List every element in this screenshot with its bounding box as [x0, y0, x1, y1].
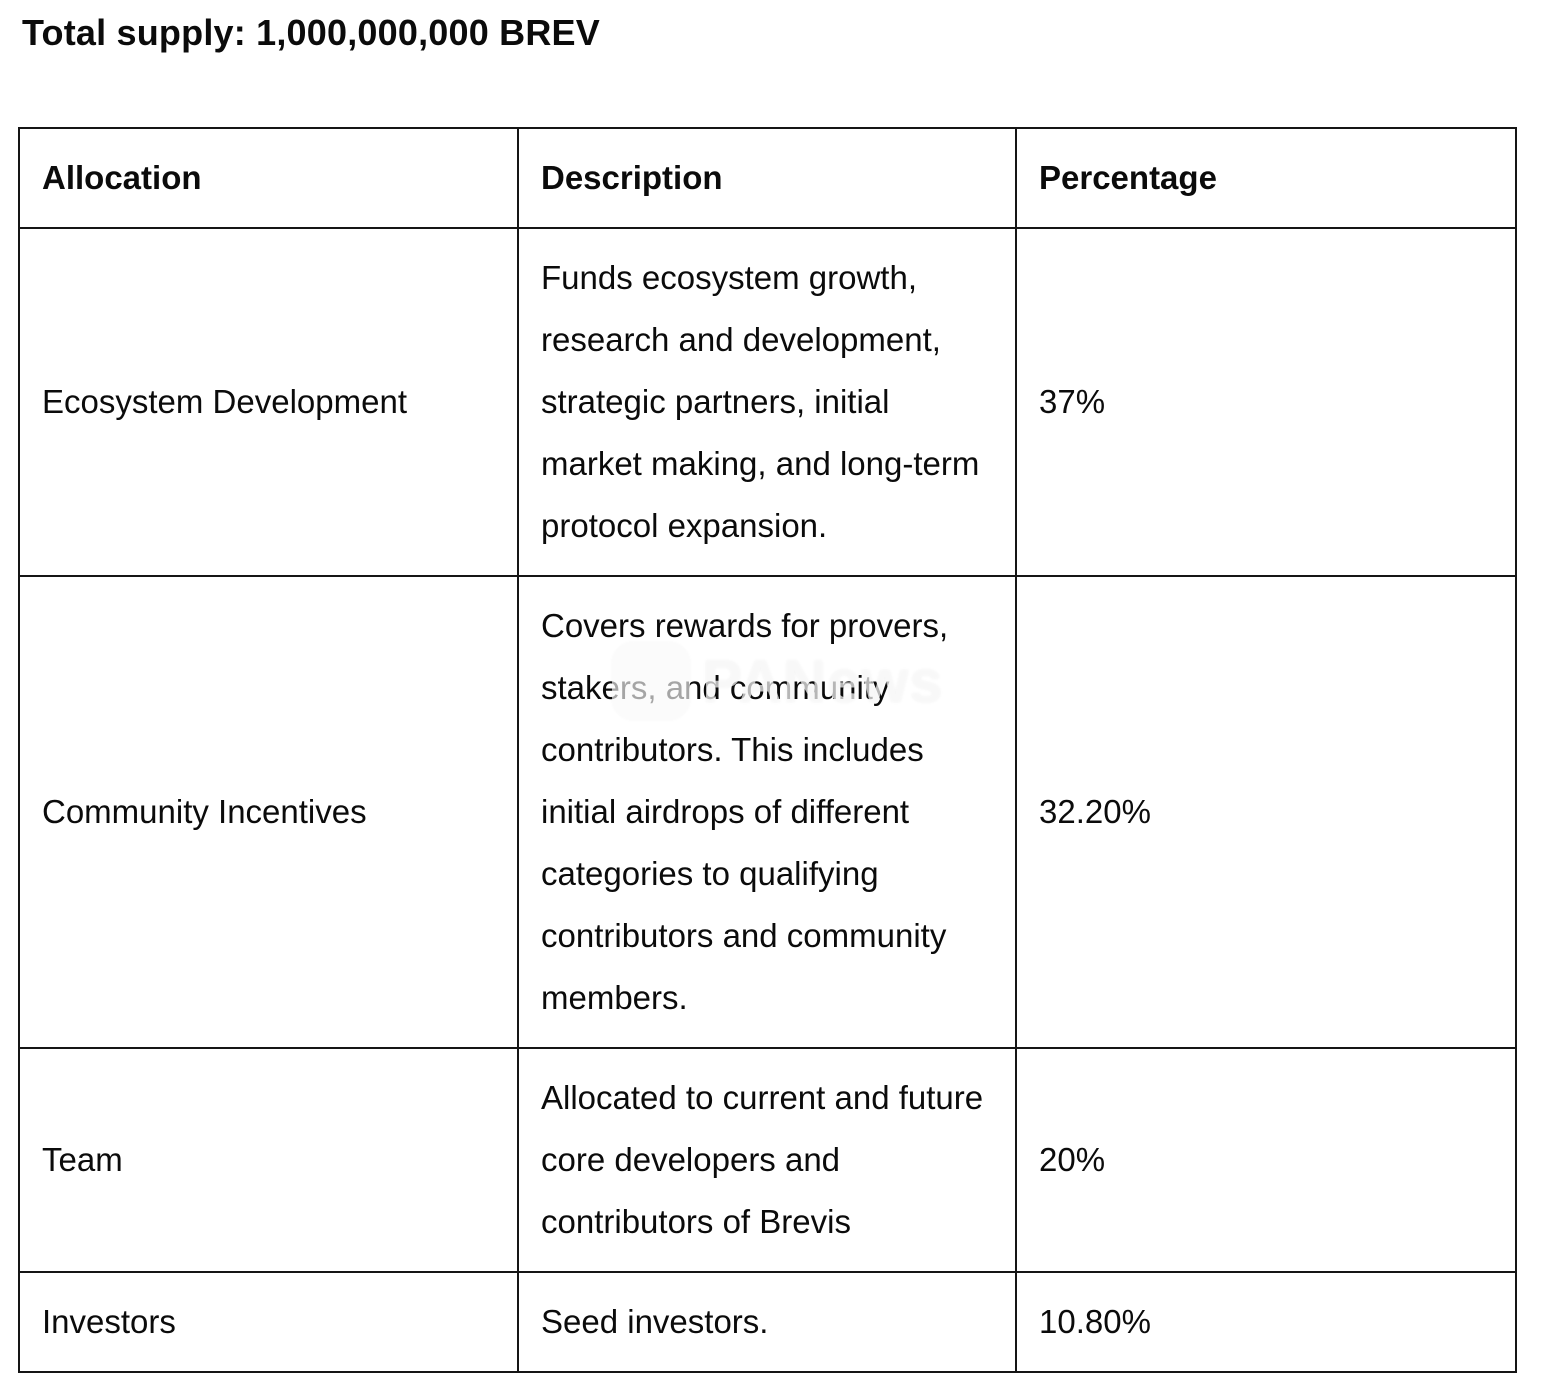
table-row-investors: Investors Seed investors. 10.80% — [18, 1271, 1517, 1373]
table-header-row: Allocation Description Percentage — [18, 127, 1517, 229]
percentage-cell-team: 20% — [1015, 1047, 1517, 1273]
allocation-cell-team: Team — [18, 1047, 519, 1273]
description-cell-community-incentives: Covers rewards for provers, stakers, and… — [517, 575, 1017, 1049]
allocation-cell-investors: Investors — [18, 1271, 519, 1373]
total-supply-heading: Total supply: 1,000,000,000 BREV — [22, 12, 600, 53]
column-header-allocation: Allocation — [18, 127, 519, 229]
percentage-cell-community-incentives: 32.20% — [1015, 575, 1517, 1049]
percentage-cell-investors: 10.80% — [1015, 1271, 1517, 1373]
table-row-community-incentives: Community Incentives Covers rewards for … — [18, 575, 1517, 1049]
table-row-ecosystem-development: Ecosystem Development Funds ecosystem gr… — [18, 227, 1517, 577]
allocation-cell-community-incentives: Community Incentives — [18, 575, 519, 1049]
token-allocation-table: Allocation Description Percentage Ecosys… — [18, 127, 1517, 1373]
percentage-cell-ecosystem-development: 37% — [1015, 227, 1517, 577]
description-cell-team: Allocated to current and future core dev… — [517, 1047, 1017, 1273]
column-header-percentage: Percentage — [1015, 127, 1517, 229]
table-row-team: Team Allocated to current and future cor… — [18, 1047, 1517, 1273]
description-cell-investors: Seed investors. — [517, 1271, 1017, 1373]
description-cell-ecosystem-development: Funds ecosystem growth, research and dev… — [517, 227, 1017, 577]
column-header-description: Description — [517, 127, 1017, 229]
allocation-cell-ecosystem-development: Ecosystem Development — [18, 227, 519, 577]
